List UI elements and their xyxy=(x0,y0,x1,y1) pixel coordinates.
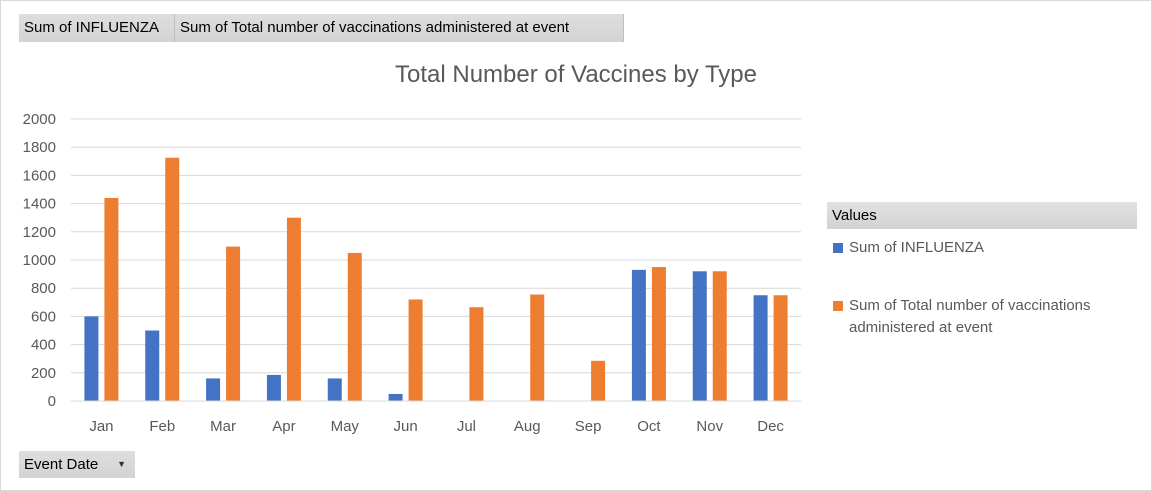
bar-total-feb xyxy=(165,157,180,401)
y-tick-label: 2000 xyxy=(23,111,56,128)
bar-total-jul xyxy=(469,307,484,401)
legend-header: Values xyxy=(827,202,1137,229)
bar-influenza-dec xyxy=(753,295,768,401)
x-tick-label: Feb xyxy=(149,418,175,435)
y-tick-label: 0 xyxy=(48,393,56,410)
x-tick-label: Jun xyxy=(393,418,417,435)
legend-swatch-total-vaccinations xyxy=(833,301,843,311)
bar-total-oct xyxy=(651,267,666,401)
value-field-button-total-vaccinations[interactable]: Sum of Total number of vaccinations admi… xyxy=(175,14,624,42)
chart-title: Total Number of Vaccines by Type xyxy=(395,61,757,88)
legend-label-total-vaccinations: Sum of Total number of vaccinations admi… xyxy=(849,297,1091,336)
legend-swatch-influenza xyxy=(833,243,843,253)
bar-influenza-may xyxy=(327,378,342,401)
bar-total-nov xyxy=(712,271,727,401)
x-tick-label: May xyxy=(331,418,360,435)
bar-total-jun xyxy=(408,299,423,401)
y-tick-label: 1600 xyxy=(23,167,56,184)
bar-total-apr xyxy=(286,217,301,401)
bar-influenza-apr xyxy=(266,374,281,401)
x-tick-label: Aug xyxy=(514,418,541,435)
bar-total-dec xyxy=(773,295,788,401)
y-tick-label: 1800 xyxy=(23,139,56,156)
y-tick-label: 800 xyxy=(31,280,56,297)
dropdown-arrow-icon: ▼ xyxy=(117,459,126,469)
x-tick-label: Apr xyxy=(272,418,295,435)
x-tick-label: Mar xyxy=(210,418,236,435)
legend-label-influenza: Sum of INFLUENZA xyxy=(849,239,985,256)
bar-total-may xyxy=(347,252,362,401)
y-tick-label: 1200 xyxy=(23,224,56,241)
bar-influenza-nov xyxy=(692,271,707,401)
x-tick-label: Jul xyxy=(457,418,476,435)
x-tick-label: Dec xyxy=(757,418,784,435)
bar-total-jan xyxy=(104,197,119,401)
value-field-button-influenza[interactable]: Sum of INFLUENZA xyxy=(19,14,175,42)
bar-total-aug xyxy=(530,294,545,401)
bar-influenza-mar xyxy=(206,378,221,401)
bar-influenza-feb xyxy=(145,330,160,401)
x-tick-label: Sep xyxy=(575,418,602,435)
bar-total-mar xyxy=(226,246,241,401)
x-tick-label: Nov xyxy=(696,418,723,435)
x-tick-label: Oct xyxy=(637,418,661,435)
y-tick-label: 1000 xyxy=(23,252,56,269)
y-tick-label: 200 xyxy=(31,365,56,382)
x-tick-label: Jan xyxy=(89,418,113,435)
bar-influenza-oct xyxy=(631,269,646,401)
y-tick-label: 600 xyxy=(31,308,56,325)
legend-item-total-vaccinations[interactable]: Sum of Total number of vaccinations admi… xyxy=(833,295,1133,339)
y-tick-label: 400 xyxy=(31,337,56,354)
axis-field-label: Event Date xyxy=(24,456,99,473)
bar-total-sep xyxy=(591,360,606,401)
bar-influenza-jan xyxy=(84,316,99,401)
axis-field-button-event-date[interactable]: Event Date ▼ xyxy=(19,451,135,478)
y-tick-label: 1400 xyxy=(23,196,56,213)
bar-influenza-jun xyxy=(388,393,403,401)
legend-item-influenza[interactable]: Sum of INFLUENZA xyxy=(833,237,1133,259)
